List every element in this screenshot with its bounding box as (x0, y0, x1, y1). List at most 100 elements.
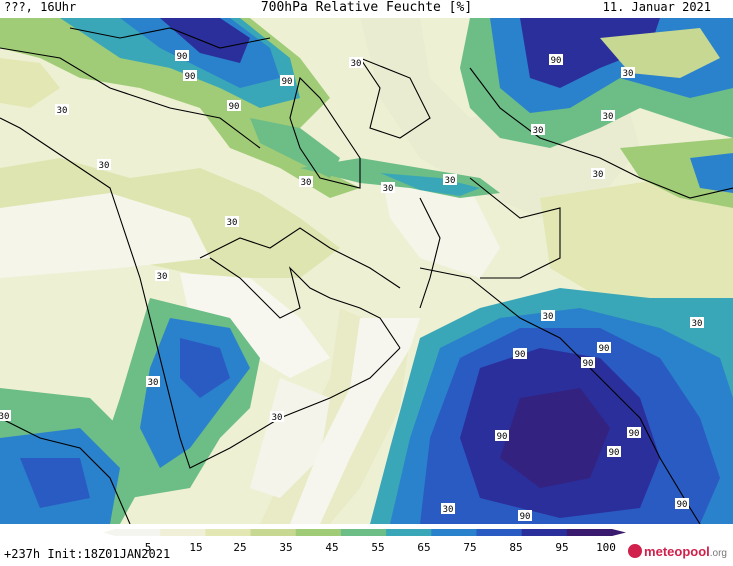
scale-tick-label: 35 (279, 541, 292, 554)
contour-label-90: 90 (227, 100, 241, 112)
contour-label-30: 30 (601, 110, 615, 122)
svg-text:30: 30 (603, 112, 614, 122)
svg-text:30: 30 (443, 505, 454, 515)
color-scale: 5 15 25 35 45 55 65 75 85 95 100 (103, 529, 626, 554)
svg-text:30: 30 (543, 312, 554, 322)
svg-text:90: 90 (629, 429, 640, 439)
contour-label-30: 30 (541, 310, 555, 322)
contour-label-90: 90 (627, 427, 641, 439)
contour-label-30: 30 (97, 159, 111, 171)
svg-text:30: 30 (157, 272, 168, 282)
svg-text:90: 90 (609, 448, 620, 458)
meteopool-logo[interactable]: meteopool.org (628, 544, 727, 559)
svg-text:90: 90 (583, 359, 594, 369)
scale-tick-label: 95 (555, 541, 568, 554)
map-title: 700hPa Relative Feuchte [%] (260, 0, 473, 15)
scale-swatch (250, 529, 297, 536)
contour-label-90: 90 (495, 430, 509, 442)
svg-text:90: 90 (185, 72, 196, 82)
svg-text:90: 90 (229, 102, 240, 112)
contour-label-90: 90 (183, 70, 197, 82)
run-label: ???, 16Uhr (4, 0, 77, 14)
svg-text:30: 30 (301, 178, 312, 188)
svg-text:90: 90 (520, 512, 531, 522)
scale-swatch (521, 529, 568, 536)
coastlines (0, 27, 733, 524)
color-scale-bar (103, 529, 626, 536)
humidity-field (0, 18, 733, 524)
scale-swatch (115, 529, 161, 536)
scale-swatch (205, 529, 252, 536)
scale-tick-label: 25 (233, 541, 246, 554)
contour-label-90: 90 (597, 342, 611, 354)
valid-date: 11. Januar 2021 (602, 0, 711, 14)
scale-tick-label: 55 (371, 541, 384, 554)
scale-swatch (340, 529, 387, 536)
contour-label-30: 30 (225, 216, 239, 228)
init-time: +237h Init:18Z01JAN2021 (4, 547, 171, 561)
svg-text:30: 30 (0, 412, 9, 422)
contour-label-90: 90 (675, 498, 689, 510)
color-scale-ticks: 5 15 25 35 45 55 65 75 85 95 100 (145, 541, 616, 554)
contour-label-30: 30 (621, 67, 635, 79)
svg-text:90: 90 (515, 350, 526, 360)
scale-swatch (566, 529, 613, 536)
contour-label-90: 90 (175, 50, 189, 62)
meteopool-logo-icon (628, 544, 643, 558)
contour-label-90: 90 (549, 54, 563, 66)
svg-text:30: 30 (351, 59, 362, 69)
contour-label-90: 90 (513, 348, 527, 360)
contour-label-30: 30 (299, 176, 313, 188)
svg-text:90: 90 (551, 56, 562, 66)
svg-text:30: 30 (227, 218, 238, 228)
contour-label-30: 30 (55, 104, 69, 116)
scale-swatch (295, 529, 342, 536)
svg-text:90: 90 (599, 344, 610, 354)
contour-label-90: 90 (581, 357, 595, 369)
svg-text:90: 90 (177, 52, 188, 62)
scale-swatch (160, 529, 206, 536)
svg-text:30: 30 (593, 170, 604, 180)
scale-swatch (386, 529, 432, 536)
contour-label-30: 30 (349, 57, 363, 69)
humidity-map: 90 90 90 90 90 90 90 90 90 90 90 90 90 3… (0, 18, 733, 524)
logo-brand: meteopool (644, 544, 710, 559)
scale-tick-label: 15 (189, 541, 202, 554)
svg-text:90: 90 (282, 77, 293, 87)
svg-text:30: 30 (445, 176, 456, 186)
svg-text:30: 30 (272, 413, 283, 423)
contour-label-30: 30 (441, 503, 455, 515)
svg-text:30: 30 (99, 161, 110, 171)
svg-text:30: 30 (692, 319, 703, 329)
contour-label-90: 90 (280, 75, 294, 87)
contour-label-90: 90 (518, 510, 532, 522)
scale-tick-label: 100 (596, 541, 616, 554)
contour-label-30: 30 (155, 270, 169, 282)
scale-tick-label: 5 (145, 541, 152, 554)
logo-tld: .org (709, 548, 727, 559)
contour-label-30: 30 (690, 317, 704, 329)
scale-tick-label: 75 (463, 541, 476, 554)
contour-label-90: 90 (607, 446, 621, 458)
scale-arrow-right (612, 529, 626, 536)
contour-label-30: 30 (591, 168, 605, 180)
svg-text:30: 30 (533, 126, 544, 136)
scale-swatch (431, 529, 477, 536)
scale-swatch (476, 529, 523, 536)
contour-label-30: 30 (146, 376, 160, 388)
contour-label-30: 30 (0, 410, 11, 422)
contour-label-30: 30 (531, 124, 545, 136)
svg-text:30: 30 (148, 378, 159, 388)
scale-tick-label: 45 (325, 541, 338, 554)
svg-text:90: 90 (497, 432, 508, 442)
svg-text:30: 30 (383, 184, 394, 194)
svg-text:90: 90 (677, 500, 688, 510)
scale-tick-label: 85 (509, 541, 522, 554)
scale-arrow-left (103, 529, 115, 536)
header-bar: ???, 16Uhr 700hPa Relative Feuchte [%] 1… (0, 0, 733, 18)
scale-tick-label: 65 (417, 541, 430, 554)
svg-text:30: 30 (57, 106, 68, 116)
contour-label-30: 30 (270, 411, 284, 423)
contour-labels: 90 90 90 90 90 90 90 90 90 90 90 90 90 3… (0, 50, 704, 522)
contour-label-30: 30 (443, 174, 457, 186)
